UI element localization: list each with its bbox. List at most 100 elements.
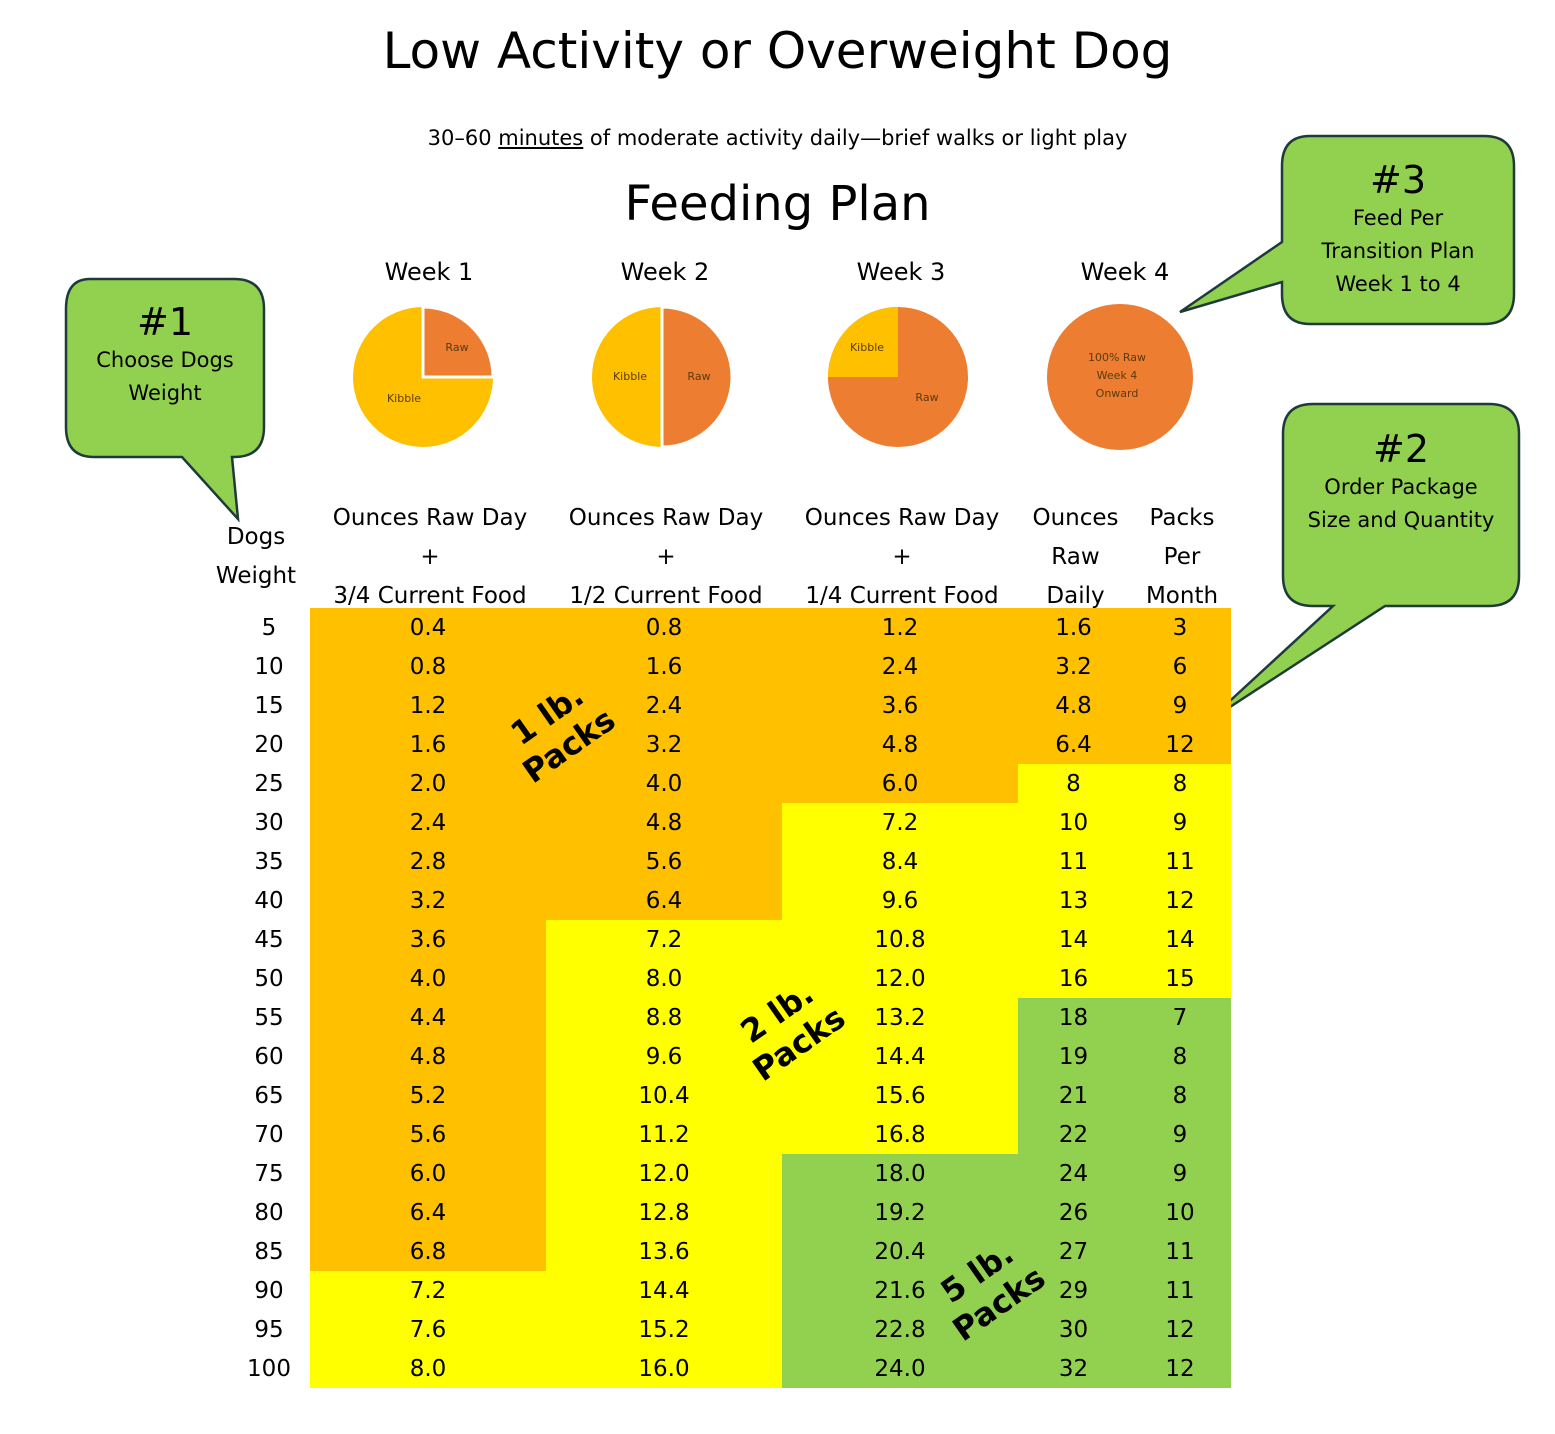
value-cell: 16 <box>1018 959 1129 998</box>
value-cell: 2.4 <box>546 686 782 725</box>
week-4-pie-chart: 100% Raw Week 4 Onward <box>1047 304 1193 450</box>
weight-cell: 10 <box>228 647 310 686</box>
callout-1: #1 Choose Dogs Weight <box>66 300 264 410</box>
value-cell: 12.8 <box>546 1193 782 1232</box>
value-cell: 1.2 <box>310 686 546 725</box>
value-cell: 14.4 <box>782 1037 1018 1076</box>
value-cell: 4.0 <box>546 764 782 803</box>
value-cell: 11 <box>1018 842 1129 881</box>
value-cell: 2.4 <box>310 803 546 842</box>
value-cell: 14 <box>1129 920 1231 959</box>
callout-2-line-2: Size and Quantity <box>1307 508 1495 532</box>
value-cell: 22.8 <box>782 1310 1018 1349</box>
value-cell: 4.0 <box>310 959 546 998</box>
callout-1-number: #1 <box>136 300 194 344</box>
week-3-raw-label: Raw <box>915 391 938 404</box>
week-1-raw-label: Raw <box>445 341 468 354</box>
header-packs-per-month: Packs Per Month <box>1131 499 1233 616</box>
value-cell: 2.0 <box>310 764 546 803</box>
value-cell: 4.8 <box>546 803 782 842</box>
value-cell: 9.6 <box>782 881 1018 920</box>
value-cell: 7 <box>1129 998 1231 1037</box>
value-cell: 8.0 <box>546 959 782 998</box>
callout-3: #3 Feed Per Transition Plan Week 1 to 4 <box>1282 158 1514 301</box>
value-cell: 8.4 <box>782 842 1018 881</box>
table-row: 80 6.4 12.8 19.2 26 10 <box>228 1193 1231 1232</box>
value-cell: 14 <box>1018 920 1129 959</box>
callout-1-line-2: Weight <box>128 381 202 405</box>
value-cell: 18.0 <box>782 1154 1018 1193</box>
table-row: 100 8.0 16.0 24.0 32 12 <box>228 1349 1231 1388</box>
value-cell: 9 <box>1129 1115 1231 1154</box>
value-cell: 10.4 <box>546 1076 782 1115</box>
value-cell: 13.6 <box>546 1232 782 1271</box>
weight-cell: 5 <box>228 608 310 647</box>
week-2-kibble-label: Kibble <box>613 370 647 383</box>
value-cell: 7.2 <box>546 920 782 959</box>
weight-cell: 55 <box>228 998 310 1037</box>
value-cell: 15.2 <box>546 1310 782 1349</box>
value-cell: 9 <box>1129 686 1231 725</box>
table-row: 75 6.0 12.0 18.0 24 9 <box>228 1154 1231 1193</box>
value-cell: 16.8 <box>782 1115 1018 1154</box>
value-cell: 15.6 <box>782 1076 1018 1115</box>
value-cell: 10 <box>1129 1193 1231 1232</box>
value-cell: 7.2 <box>782 803 1018 842</box>
table-row: 20 1.6 3.2 4.8 6.4 12 <box>228 725 1231 764</box>
week-4-label-line-2: Week 4 <box>1097 369 1138 382</box>
weight-cell: 70 <box>228 1115 310 1154</box>
activity-subtitle: 30–60 minutes of moderate activity daily… <box>0 126 1555 150</box>
value-cell: 9.6 <box>546 1037 782 1076</box>
callout-1-bubble <box>64 277 266 523</box>
value-cell: 0.8 <box>546 608 782 647</box>
week-2-pie-chart: Kibble Raw <box>592 305 734 449</box>
weight-cell: 45 <box>228 920 310 959</box>
value-cell: 8.0 <box>310 1349 546 1388</box>
weight-cell: 25 <box>228 764 310 803</box>
value-cell: 19.2 <box>782 1193 1018 1232</box>
week-2-raw-slice <box>660 305 734 449</box>
value-cell: 13 <box>1018 881 1129 920</box>
weight-cell: 65 <box>228 1076 310 1115</box>
header-line: 1/4 Current Food <box>805 583 999 609</box>
header-line: Ounces Raw Day <box>568 505 764 531</box>
header-week-1-amount: Ounces Raw Day + 3/4 Current Food <box>312 499 548 616</box>
weight-cell: 85 <box>228 1232 310 1271</box>
week-2-kibble-slice <box>592 307 662 447</box>
header-line: Daily <box>1046 583 1105 609</box>
value-cell: 12 <box>1129 725 1231 764</box>
header-line: Ounces <box>1032 505 1119 531</box>
table-row: 60 4.8 9.6 14.4 19 8 <box>228 1037 1231 1076</box>
table-row: 45 3.6 7.2 10.8 14 14 <box>228 920 1231 959</box>
table-row: 35 2.8 5.6 8.4 11 11 <box>228 842 1231 881</box>
week-1-kibble-label: Kibble <box>387 392 421 405</box>
value-cell: 6.4 <box>1018 725 1129 764</box>
value-cell: 14.4 <box>546 1271 782 1310</box>
week-3-kibble-slice <box>828 307 898 377</box>
value-cell: 8.8 <box>546 998 782 1037</box>
table-row: 55 4.4 8.8 13.2 18 7 <box>228 998 1231 1037</box>
subtitle-suffix: of moderate activity daily—brief walks o… <box>583 126 1128 150</box>
value-cell: 8 <box>1129 1037 1231 1076</box>
value-cell: 4.8 <box>1018 686 1129 725</box>
value-cell: 13.2 <box>782 998 1018 1037</box>
week-4-raw-slice <box>1047 304 1193 450</box>
weight-cell: 50 <box>228 959 310 998</box>
value-cell: 0.8 <box>310 647 546 686</box>
value-cell: 6.0 <box>782 764 1018 803</box>
weight-cell: 100 <box>228 1349 310 1388</box>
value-cell: 5.6 <box>546 842 782 881</box>
week-3-kibble-label: Kibble <box>850 341 884 354</box>
header-line: Month <box>1145 583 1219 609</box>
value-cell: 6.4 <box>546 881 782 920</box>
table-row: 85 6.8 13.6 20.4 27 11 <box>228 1232 1231 1271</box>
value-cell: 20.4 <box>782 1232 1018 1271</box>
table-row: 15 1.2 2.4 3.6 4.8 9 <box>228 686 1231 725</box>
subtitle-prefix: 30–60 <box>427 126 499 150</box>
feeding-plan-title: Feeding Plan <box>624 176 931 232</box>
value-cell: 15 <box>1129 959 1231 998</box>
table-row: 70 5.6 11.2 16.8 22 9 <box>228 1115 1231 1154</box>
value-cell: 8 <box>1018 764 1129 803</box>
weight-cell: 40 <box>228 881 310 920</box>
callout-2-number: #2 <box>1372 427 1430 471</box>
